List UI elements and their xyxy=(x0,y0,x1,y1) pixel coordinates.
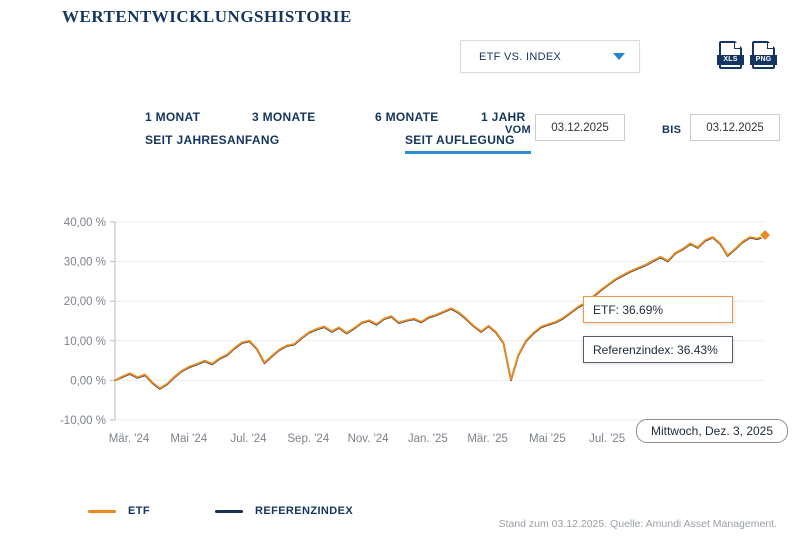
legend-label-etf: ETF xyxy=(128,505,150,517)
svg-text:20,00 %: 20,00 % xyxy=(64,296,106,308)
export-xls-icon[interactable]: XLS xyxy=(717,41,744,69)
bis-date-input[interactable] xyxy=(690,114,780,141)
legend-item-etf[interactable]: ETF xyxy=(88,505,150,517)
svg-text:Mär. '25: Mär. '25 xyxy=(467,433,508,445)
performance-chart-svg: 40,00 % 30,00 % 20,00 % 10,00 % 0,00 % -10,00… xyxy=(60,217,772,445)
legend-item-referenzindex[interactable]: REFERENZINDEX xyxy=(215,505,353,517)
svg-text:30,00 %: 30,00 % xyxy=(64,257,106,269)
svg-text:10,00 %: 10,00 % xyxy=(64,336,106,348)
bis-label: BIS xyxy=(662,124,682,136)
svg-text:0,00 %: 0,00 % xyxy=(70,375,106,387)
etf-tooltip: ETF: 36.69% xyxy=(583,296,733,323)
etf-line-swatch xyxy=(88,509,116,513)
source-note: Stand zum 03.12.2025. Quelle: Amundi Ass… xyxy=(498,518,777,530)
svg-text:Mär. '24: Mär. '24 xyxy=(109,433,150,445)
tab-1-jahr[interactable]: 1 JAHR xyxy=(481,110,526,124)
svg-text:-10,00 %: -10,00 % xyxy=(60,415,106,427)
chevron-down-icon xyxy=(613,53,625,60)
svg-text:Jul. '24: Jul. '24 xyxy=(231,433,268,445)
date-tooltip: Mittwoch, Dez. 3, 2025 xyxy=(636,419,788,443)
tab-6-monate[interactable]: 6 MONATE xyxy=(375,110,439,124)
xls-label: XLS xyxy=(717,55,744,65)
svg-text:40,00 %: 40,00 % xyxy=(64,217,106,229)
legend-label-referenzindex: REFERENZINDEX xyxy=(255,505,354,517)
tab-seit-jahresanfang[interactable]: SEIT JAHRESANFANG xyxy=(145,133,280,147)
svg-text:Jul. '25: Jul. '25 xyxy=(589,433,625,445)
dropdown-selected-value: ETF VS. INDEX xyxy=(479,50,562,63)
referenzindex-tooltip: Referenzindex: 36.43% xyxy=(583,336,733,363)
tab-seit-auflegung[interactable]: SEIT AUFLEGUNG xyxy=(405,133,531,154)
page-title: WERTENTWICKLUNGSHISTORIE xyxy=(62,7,352,26)
png-label: PNG xyxy=(750,55,777,65)
svg-text:Sep. '24: Sep. '24 xyxy=(287,433,329,445)
vom-date-input[interactable] xyxy=(535,114,625,141)
svg-text:Nov. '24: Nov. '24 xyxy=(348,433,390,445)
etf-vs-index-dropdown[interactable]: ETF VS. INDEX xyxy=(460,40,640,73)
export-png-icon[interactable]: PNG xyxy=(750,41,777,69)
tab-3-monate[interactable]: 3 MONATE xyxy=(252,110,316,124)
performance-chart[interactable]: 40,00 % 30,00 % 20,00 % 10,00 % 0,00 % -10,00… xyxy=(55,210,775,450)
referenzindex-line-swatch xyxy=(215,509,243,513)
svg-text:Jan. '25: Jan. '25 xyxy=(408,433,448,445)
svg-text:Mai '25: Mai '25 xyxy=(529,433,566,445)
vom-label: VOM xyxy=(505,124,531,136)
svg-text:Mai '24: Mai '24 xyxy=(170,433,207,445)
tab-1-monat[interactable]: 1 MONAT xyxy=(145,110,201,124)
